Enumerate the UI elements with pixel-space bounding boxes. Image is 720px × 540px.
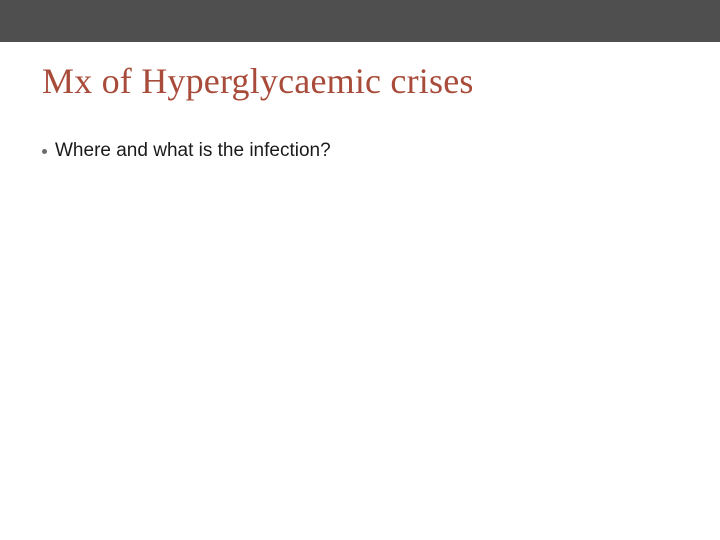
bullet-item: Where and what is the infection?	[42, 140, 331, 162]
slide: Mx of Hyperglycaemic crises Where and wh…	[0, 0, 720, 540]
slide-top-bar	[0, 0, 720, 42]
bullet-text: Where and what is the infection?	[55, 140, 331, 162]
bullet-dot-icon	[42, 149, 47, 154]
slide-title: Mx of Hyperglycaemic crises	[42, 60, 474, 102]
